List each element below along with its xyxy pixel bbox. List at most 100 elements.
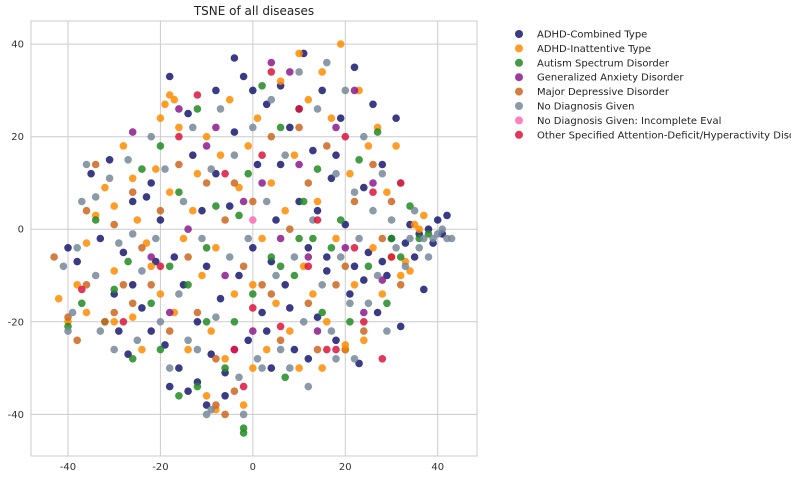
data-point <box>286 68 294 76</box>
data-point <box>147 253 155 261</box>
data-point <box>124 257 132 266</box>
data-point <box>110 318 118 326</box>
data-point <box>184 109 192 118</box>
data-point <box>147 179 155 187</box>
data-point <box>156 142 165 150</box>
legend: ADHD-Combined Type ADHD-Inattentive Type A… <box>515 30 791 141</box>
series-6 <box>249 216 257 224</box>
data-point <box>230 387 239 396</box>
data-point <box>212 123 220 132</box>
data-point <box>313 327 322 335</box>
data-point <box>202 142 211 150</box>
data-point <box>378 290 387 298</box>
data-point <box>360 318 368 326</box>
data-point <box>281 281 290 289</box>
x-tick-labels: -40 -20 0 20 40 <box>60 462 444 473</box>
data-point <box>239 262 248 271</box>
data-point <box>396 253 405 261</box>
data-point <box>225 95 234 104</box>
data-point <box>165 327 174 335</box>
data-point <box>212 169 220 178</box>
data-point <box>429 234 437 243</box>
data-point <box>318 68 327 76</box>
data-point <box>272 299 280 308</box>
data-point <box>387 197 396 206</box>
data-point <box>221 216 229 224</box>
data-point <box>392 142 400 150</box>
legend-item: Other Specified Attention-Deficit/Hypera… <box>515 130 791 141</box>
data-point <box>272 216 280 224</box>
data-point <box>82 308 91 317</box>
data-point <box>281 373 290 382</box>
data-point <box>142 193 151 201</box>
data-point <box>244 234 252 243</box>
data-point <box>313 216 322 224</box>
data-point <box>286 327 294 335</box>
data-point <box>327 114 336 122</box>
data-point <box>110 345 118 354</box>
data-point <box>202 244 211 252</box>
data-point <box>239 424 248 433</box>
data-point <box>110 220 118 229</box>
data-point <box>258 234 266 243</box>
data-point <box>202 132 211 141</box>
data-point <box>336 40 345 48</box>
data-point <box>198 271 206 280</box>
data-point <box>433 230 442 238</box>
data-point <box>350 262 359 271</box>
data-point <box>82 160 91 169</box>
data-point <box>420 285 428 294</box>
data-point <box>373 308 382 317</box>
data-point <box>138 165 146 173</box>
x-tick-label: 40 <box>431 462 444 473</box>
data-point <box>313 345 322 354</box>
data-point <box>161 100 169 109</box>
data-point <box>336 253 345 261</box>
data-point <box>378 169 387 178</box>
data-point <box>73 257 81 266</box>
data-point <box>73 336 81 345</box>
legend-label: ADHD-Inattentive Type <box>537 44 651 55</box>
data-point <box>290 345 299 354</box>
data-point <box>147 132 155 141</box>
y-tick-label: 20 <box>11 132 24 143</box>
data-point <box>406 202 414 210</box>
data-point <box>364 262 373 271</box>
data-point <box>175 392 183 400</box>
data-point <box>193 318 202 326</box>
data-point <box>267 95 276 104</box>
y-tick-label: -20 <box>8 317 24 328</box>
data-point <box>383 299 391 308</box>
data-point <box>235 373 243 382</box>
data-point <box>396 271 405 280</box>
data-point <box>152 165 160 173</box>
data-point <box>110 308 118 317</box>
data-point <box>184 225 192 233</box>
data-point <box>105 174 114 183</box>
data-point <box>276 262 285 271</box>
data-point <box>249 281 257 289</box>
data-point <box>230 345 239 354</box>
data-point <box>230 179 239 187</box>
data-point <box>152 257 160 266</box>
data-point <box>110 202 118 210</box>
data-point <box>156 114 165 122</box>
data-point <box>147 299 155 308</box>
data-point <box>96 234 105 243</box>
data-point <box>341 341 350 349</box>
data-point <box>350 86 359 95</box>
data-point <box>128 230 137 238</box>
x-tick-label: -40 <box>60 462 76 473</box>
data-point <box>175 364 183 372</box>
data-point <box>304 355 313 363</box>
data-point <box>332 281 340 289</box>
data-point <box>336 216 345 224</box>
data-point <box>156 345 165 354</box>
data-point <box>387 253 396 261</box>
data-point <box>128 313 137 322</box>
data-point <box>156 206 165 215</box>
data-point <box>309 234 317 243</box>
data-point <box>258 281 266 289</box>
data-point <box>383 188 391 196</box>
data-point <box>184 345 192 354</box>
